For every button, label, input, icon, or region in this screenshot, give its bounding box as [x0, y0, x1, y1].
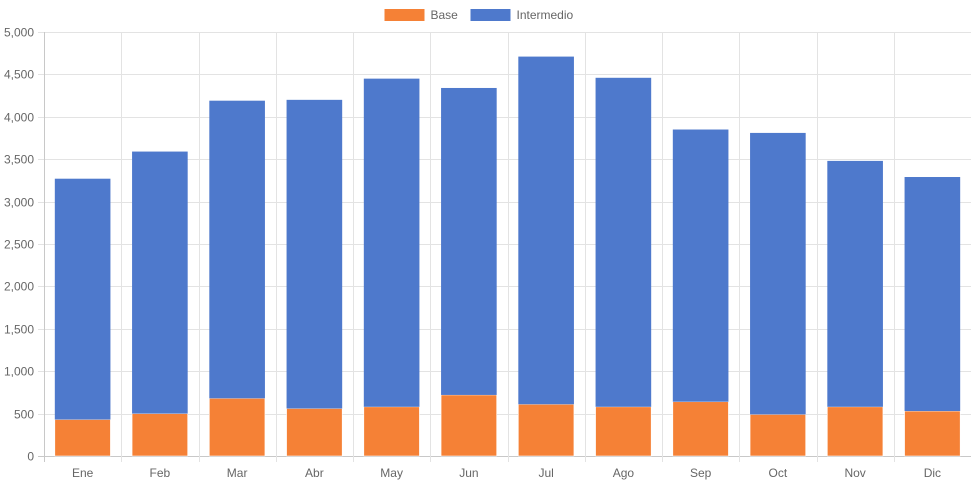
bar-segment-intermedio[interactable]	[750, 132, 806, 415]
bar-segment-intermedio[interactable]	[672, 129, 729, 402]
x-tick-label: Ago	[613, 466, 635, 480]
x-tick-label: Jun	[459, 466, 478, 480]
y-tick-label: 0	[27, 450, 34, 464]
bar-segment-base[interactable]	[904, 410, 961, 457]
legend-swatch-intermedio[interactable]	[470, 9, 511, 21]
bar-segment-base[interactable]	[672, 401, 729, 457]
x-tick-label: Ene	[72, 466, 94, 480]
bar-segment-base[interactable]	[209, 398, 266, 457]
y-tick-label: 3,000	[4, 196, 34, 210]
y-tick-label: 2,500	[4, 238, 34, 252]
x-tick-label: Dic	[924, 466, 941, 480]
axes: 0 500 1,000 1,500 2,000 2,500 3,000 3,500 4,000 4…	[4, 26, 941, 481]
bar-segment-base[interactable]	[131, 413, 188, 457]
bar-segment-intermedio[interactable]	[363, 78, 420, 407]
bar-segment-base[interactable]	[54, 419, 111, 457]
x-tick-label: Mar	[227, 466, 248, 480]
bar-segment-intermedio[interactable]	[132, 151, 188, 414]
x-tick-label: Oct	[769, 466, 788, 480]
bar-segment-intermedio[interactable]	[827, 160, 883, 407]
x-tick-label: May	[380, 466, 403, 480]
y-tick-label: 3,500	[4, 153, 34, 167]
legend-label-intermedio[interactable]: Intermedio	[517, 8, 574, 22]
x-tick-label: Sep	[690, 466, 712, 480]
bar-segment-base[interactable]	[827, 406, 884, 457]
bar-segment-intermedio[interactable]	[209, 100, 265, 399]
x-tick-label: Jul	[538, 466, 553, 480]
legend-swatch-base[interactable]	[384, 9, 425, 21]
y-tick-label: 1,500	[4, 323, 34, 337]
bar-segment-intermedio[interactable]	[518, 56, 574, 405]
bar-segment-intermedio[interactable]	[286, 99, 343, 409]
y-tick-label: 5,000	[4, 26, 34, 40]
bar-segment-base[interactable]	[595, 406, 652, 457]
x-tick-label: Nov	[844, 466, 865, 480]
bars	[54, 56, 961, 457]
x-tick-label: Feb	[150, 466, 171, 480]
bar-segment-intermedio[interactable]	[595, 77, 652, 407]
gridlines	[38, 32, 971, 462]
y-tick-label: 4,500	[4, 68, 34, 82]
x-tick-label: Abr	[305, 466, 324, 480]
legend: Base Intermedio	[384, 8, 574, 22]
y-tick-label: 1,000	[4, 365, 34, 379]
bar-segment-intermedio[interactable]	[904, 177, 961, 412]
y-tick-label: 500	[14, 408, 34, 422]
y-tick-label: 4,000	[4, 111, 34, 125]
bar-segment-base[interactable]	[440, 394, 497, 457]
bar-segment-base[interactable]	[286, 408, 343, 457]
bar-segment-base[interactable]	[749, 414, 806, 457]
bar-segment-intermedio[interactable]	[441, 87, 497, 395]
bar-segment-base[interactable]	[518, 403, 575, 457]
bar-segment-intermedio[interactable]	[54, 178, 111, 420]
y-tick-label: 2,000	[4, 280, 34, 294]
bar-segment-base[interactable]	[363, 406, 420, 457]
legend-label-base[interactable]: Base	[431, 8, 459, 22]
